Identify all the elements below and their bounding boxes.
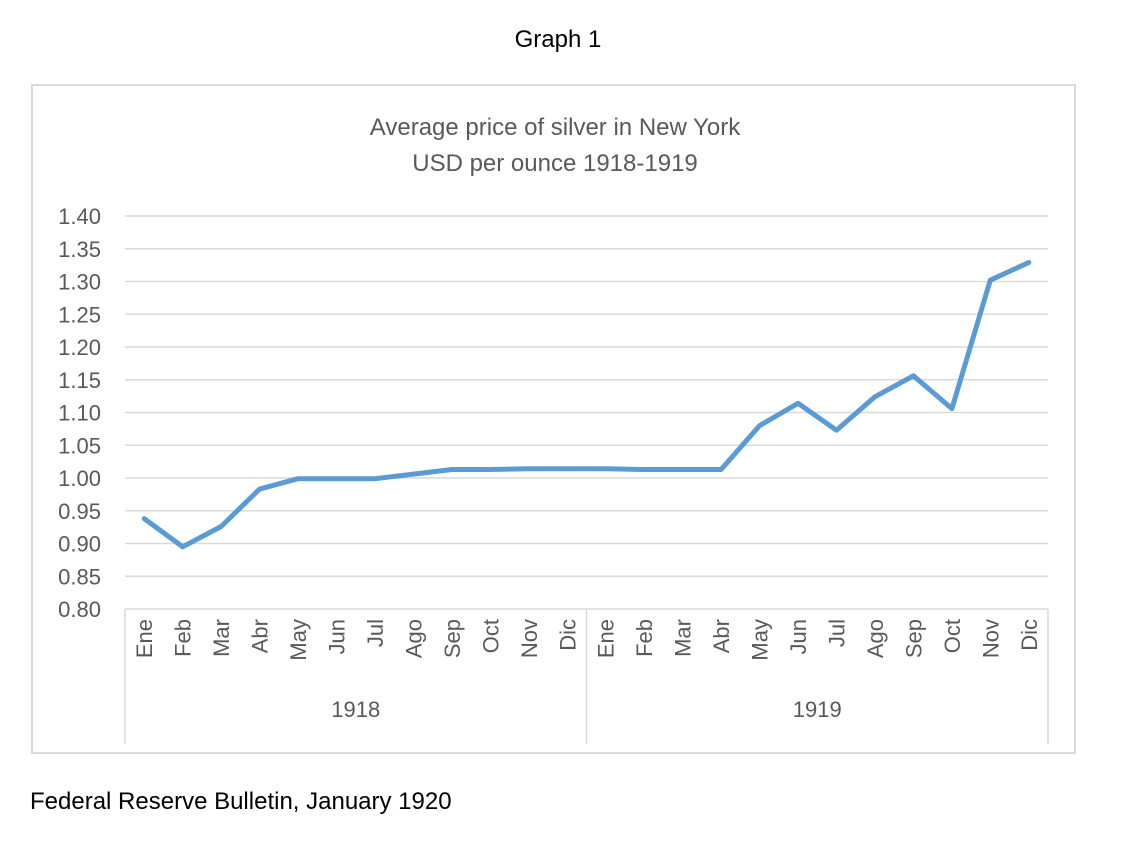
x-group-label: 1918 — [331, 697, 380, 722]
x-axis-ticks: Ene Feb Mar Abr May Jun Jul Ago Sep Oct Nov Dic Ene F… — [132, 619, 1042, 661]
y-tick-label: 0.85 — [58, 564, 101, 589]
y-tick-label: 1.10 — [58, 401, 101, 426]
line-chart: Average price of silver in New York USD … — [58, 114, 1049, 744]
y-tick-label: 1.15 — [58, 368, 101, 393]
x-tick-label: Dic — [1017, 619, 1042, 651]
data-point — [142, 516, 147, 521]
chart-subtitle: USD per ounce 1918-1919 — [412, 150, 698, 177]
data-point — [180, 544, 185, 549]
data-point — [988, 278, 993, 283]
data-point — [796, 401, 801, 406]
data-point — [834, 428, 839, 433]
data-point — [334, 476, 339, 481]
data-point — [719, 467, 724, 472]
x-tick-label: Ene — [132, 619, 157, 658]
x-tick-label: Nov — [517, 619, 542, 658]
x-tick-label: Ago — [863, 619, 888, 658]
y-tick-label: 1.25 — [58, 302, 101, 327]
data-point — [1026, 260, 1031, 265]
y-tick-label: 1.40 — [58, 204, 101, 229]
gridlines — [125, 215, 1048, 577]
x-tick-label: Jun — [786, 619, 811, 654]
x-tick-label: Feb — [171, 619, 196, 657]
data-point — [488, 467, 493, 472]
y-tick-label: 1.30 — [58, 270, 101, 295]
x-tick-label: Abr — [709, 619, 734, 653]
series-layer — [141, 260, 1032, 550]
x-axis-year-groups: 1918 1919 — [331, 697, 841, 722]
data-point — [680, 467, 685, 472]
x-tick-label: May — [286, 619, 311, 661]
page-heading: Graph 1 — [514, 26, 602, 53]
x-axis — [124, 608, 1049, 744]
x-tick-label: Jun — [325, 619, 350, 654]
x-tick-label: Mar — [209, 619, 234, 657]
chart-frame: Average price of silver in New York USD … — [31, 84, 1076, 754]
y-tick-label: 1.20 — [58, 335, 101, 360]
data-point — [219, 524, 224, 529]
x-tick-label: Jul — [824, 619, 849, 647]
series-line — [141, 260, 1032, 550]
x-tick-label: Oct — [478, 619, 503, 653]
data-point — [372, 476, 377, 481]
y-tick-label: 0.90 — [58, 532, 101, 557]
x-tick-label: Oct — [940, 619, 965, 653]
y-tick-label: 0.95 — [58, 499, 101, 524]
data-point — [449, 467, 454, 472]
data-point — [565, 466, 570, 471]
chart-title: Average price of silver in New York — [370, 114, 741, 141]
data-point — [872, 394, 877, 399]
data-point — [296, 476, 301, 481]
x-tick-label: May — [748, 619, 773, 661]
x-tick-label: Abr — [248, 619, 273, 653]
x-tick-label: Feb — [632, 619, 657, 657]
x-tick-label: Mar — [671, 619, 696, 657]
data-point — [526, 466, 531, 471]
x-tick-label: Nov — [978, 619, 1003, 658]
data-point — [411, 472, 416, 477]
x-tick-label: Sep — [440, 619, 465, 658]
y-tick-label: 1.05 — [58, 433, 101, 458]
x-tick-label: Jul — [363, 619, 388, 647]
y-axis-ticks: 1.40 1.35 1.30 1.25 1.20 1.15 1.10 1.05 1.00 0.95… — [58, 204, 101, 622]
x-tick-label: Ago — [401, 619, 426, 658]
y-tick-label: 0.80 — [58, 597, 101, 622]
x-group-label: 1919 — [793, 697, 842, 722]
y-tick-label: 1.00 — [58, 466, 101, 491]
y-tick-label: 1.35 — [58, 237, 101, 262]
data-point — [257, 487, 262, 492]
x-tick-label: Sep — [901, 619, 926, 658]
data-point — [949, 406, 954, 411]
x-tick-label: Ene — [594, 619, 619, 658]
data-point — [642, 467, 647, 472]
data-point — [911, 373, 916, 378]
x-tick-label: Dic — [555, 619, 580, 651]
data-point — [757, 423, 762, 428]
data-point — [603, 466, 608, 471]
source-note: Federal Reserve Bulletin, January 1920 — [30, 788, 452, 815]
